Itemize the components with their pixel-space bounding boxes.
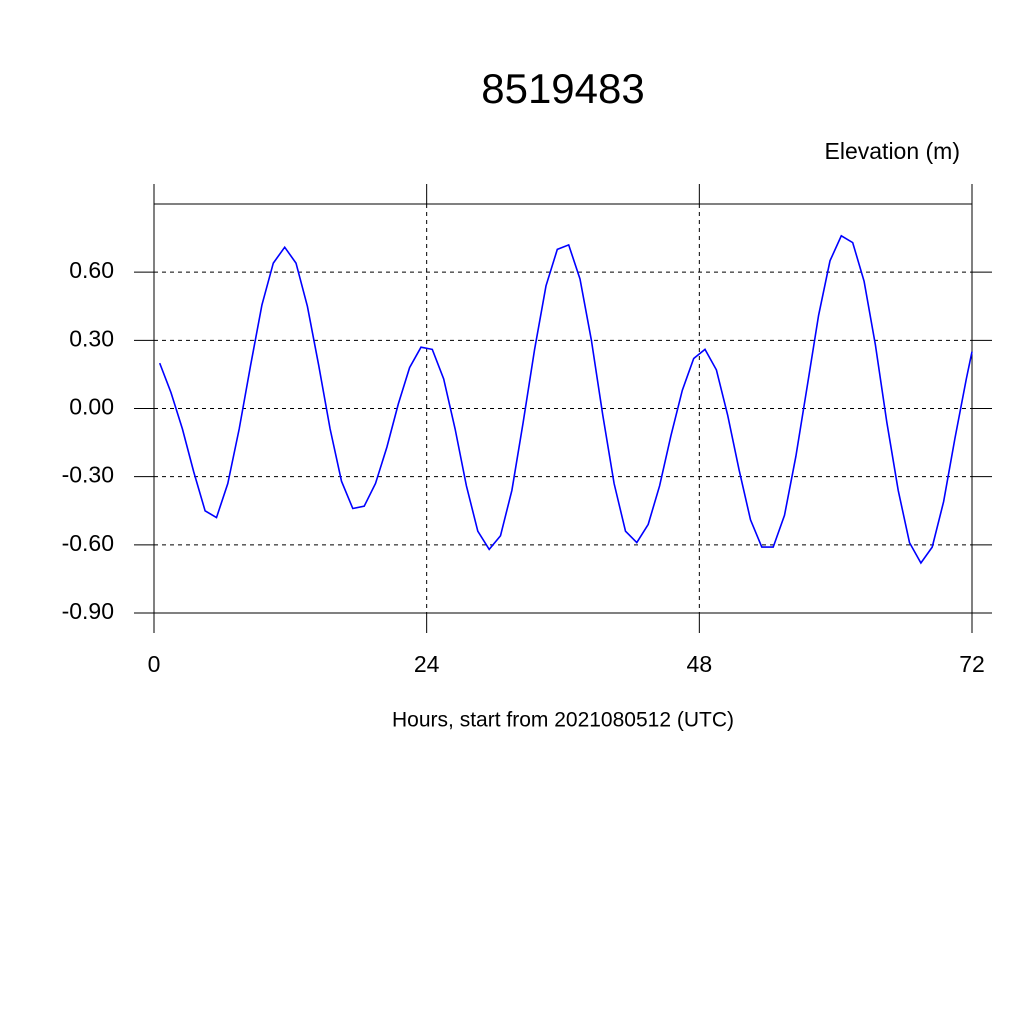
y-tick-label: -0.90 [62, 598, 114, 624]
x-tick-label: 48 [687, 651, 713, 677]
y-tick-label: 0.30 [69, 325, 114, 351]
x-tick-label: 72 [959, 651, 985, 677]
y-tick-label: 0.00 [69, 394, 114, 420]
y-tick-label: -0.60 [62, 530, 114, 556]
y-tick-label: 0.60 [69, 257, 114, 283]
x-tick-label: 0 [148, 651, 161, 677]
y-tick-label: -0.30 [62, 462, 114, 488]
data-line [158, 234, 973, 565]
x-tick-label: 24 [414, 651, 440, 677]
x-axis-label: Hours, start from 2021080512 (UTC) [392, 709, 734, 732]
chart-subtitle: Elevation (m) [825, 138, 960, 164]
chart-title: 8519483 [481, 65, 645, 112]
